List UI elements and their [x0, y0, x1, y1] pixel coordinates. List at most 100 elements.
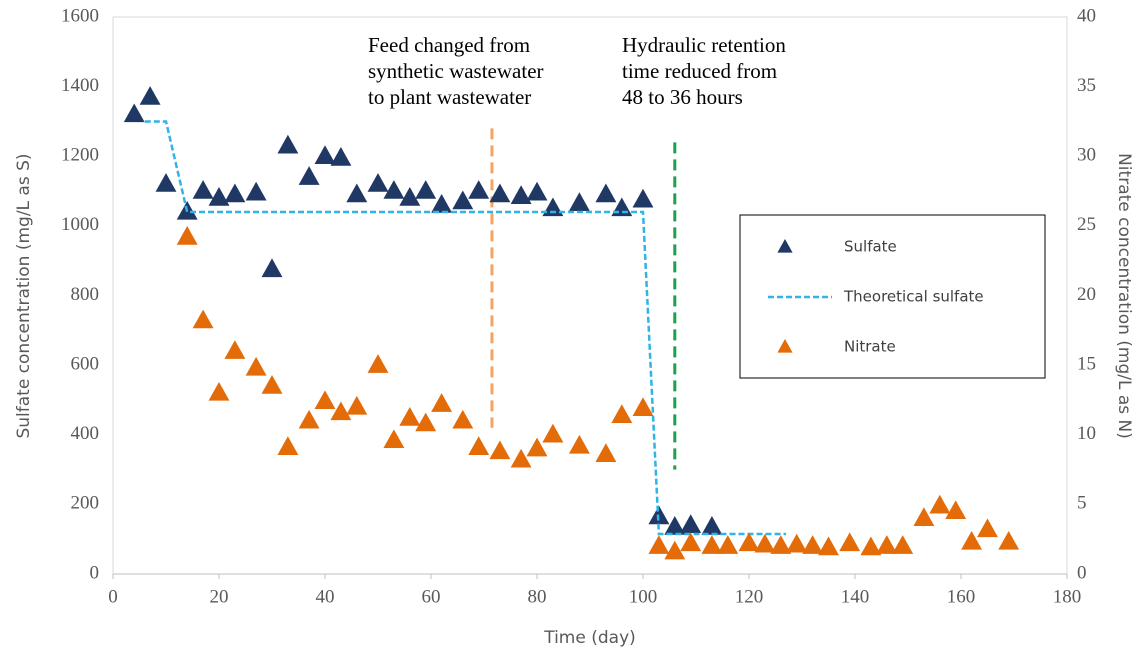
- marker: [192, 180, 214, 199]
- x-tick-label: 180: [1053, 586, 1082, 607]
- marker: [945, 500, 967, 520]
- marker: [383, 180, 405, 199]
- marker: [611, 404, 633, 423]
- legend-label: Theoretical sulfate: [843, 288, 984, 306]
- legend-label: Sulfate: [844, 238, 897, 256]
- y-tick-label: 400: [71, 423, 100, 444]
- marker: [298, 409, 320, 429]
- y2-tick-label: 35: [1077, 75, 1096, 96]
- y2-tick-label: 15: [1077, 353, 1096, 374]
- marker: [526, 437, 548, 457]
- y2-tick-label: 5: [1077, 493, 1087, 514]
- y2-axis-title: Nitrate concentration (mg/L as N): [1114, 153, 1134, 439]
- annotation-text: Feed changed from: [368, 33, 530, 57]
- marker: [680, 514, 702, 533]
- marker: [346, 183, 368, 203]
- marker: [192, 309, 214, 329]
- y-tick-label: 0: [90, 562, 100, 583]
- marker: [224, 340, 246, 359]
- x-tick-label: 40: [316, 586, 335, 607]
- annotation-text: to plant wastewater: [368, 85, 531, 109]
- marker: [139, 86, 161, 105]
- marker: [802, 535, 824, 554]
- marker: [383, 429, 405, 449]
- legend-marker: [777, 239, 793, 253]
- x-axis-title: Time (day): [543, 628, 636, 648]
- marker: [399, 187, 421, 206]
- marker: [892, 535, 914, 554]
- marker: [298, 166, 320, 185]
- marker: [568, 192, 590, 211]
- marker: [314, 390, 336, 410]
- x-tick-label: 120: [735, 586, 764, 607]
- marker: [977, 518, 998, 538]
- marker: [431, 393, 453, 412]
- marker: [468, 436, 490, 455]
- marker: [399, 407, 421, 426]
- y2-tick-label: 20: [1077, 284, 1096, 305]
- marker: [595, 183, 617, 203]
- marker: [123, 103, 145, 123]
- marker: [701, 516, 723, 535]
- marker: [261, 375, 283, 394]
- marker: [510, 185, 532, 204]
- marker: [314, 145, 336, 164]
- marker: [818, 536, 839, 556]
- marker: [717, 535, 739, 554]
- x-tick-label: 80: [528, 586, 547, 607]
- marker: [664, 516, 686, 535]
- marker: [860, 536, 882, 556]
- marker: [839, 532, 861, 552]
- marker: [595, 443, 617, 462]
- legend-marker: [777, 339, 793, 353]
- marker: [208, 381, 230, 401]
- y-tick-label: 1000: [61, 214, 99, 235]
- marker: [632, 188, 654, 208]
- y2-tick-label: 10: [1077, 423, 1096, 444]
- x-tick-label: 60: [422, 586, 441, 607]
- y2-tick-label: 0: [1077, 562, 1087, 583]
- marker: [224, 183, 246, 203]
- marker: [277, 134, 299, 154]
- marker: [998, 530, 1020, 550]
- y-tick-label: 1400: [61, 75, 99, 96]
- y2-tick-label: 25: [1077, 214, 1096, 235]
- marker: [489, 440, 511, 460]
- y-axis-title: Sulfate concentration (mg/L as S): [14, 153, 34, 438]
- y-tick-label: 200: [71, 493, 100, 514]
- marker: [913, 507, 935, 526]
- marker: [664, 540, 686, 560]
- x-tick-label: 0: [108, 586, 118, 607]
- marker: [330, 146, 352, 166]
- marker: [367, 173, 389, 192]
- marker: [754, 533, 776, 553]
- annotation-text: time reduced from: [622, 59, 777, 83]
- marker: [245, 356, 267, 376]
- marker: [770, 535, 792, 554]
- marker: [489, 183, 511, 203]
- marker: [568, 434, 590, 454]
- marker: [452, 190, 474, 210]
- y-tick-label: 1600: [61, 5, 99, 26]
- annotation-text: synthetic wastewater: [368, 59, 544, 83]
- marker: [961, 530, 983, 550]
- legend-label: Nitrate: [844, 338, 896, 356]
- marker: [346, 395, 368, 415]
- marker: [261, 258, 283, 278]
- x-tick-label: 20: [210, 586, 229, 607]
- marker: [680, 532, 702, 552]
- x-tick-label: 100: [629, 586, 658, 607]
- marker: [415, 412, 437, 432]
- marker: [452, 409, 474, 429]
- marker: [542, 423, 564, 443]
- marker: [176, 226, 198, 245]
- y2-tick-label: 40: [1077, 5, 1096, 26]
- marker: [786, 533, 808, 553]
- marker: [526, 181, 548, 201]
- marker: [415, 180, 437, 199]
- marker: [542, 197, 564, 217]
- marker: [277, 436, 299, 455]
- marker: [648, 535, 670, 554]
- x-tick-label: 160: [947, 586, 976, 607]
